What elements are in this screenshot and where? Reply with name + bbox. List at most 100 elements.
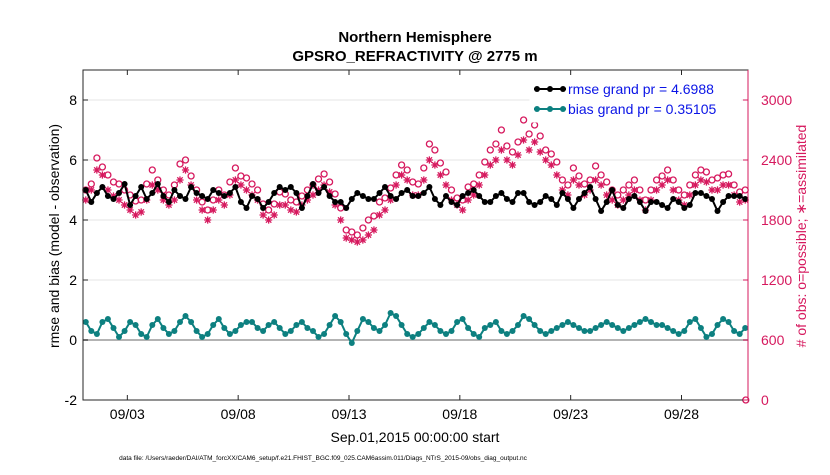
obs-possible-point [242,174,251,182]
obs-assimilated-point [514,151,522,159]
obs-possible-point [486,146,494,154]
obs-assimilated-point [154,186,162,194]
rmse-point [138,184,145,190]
obs-possible-point [492,140,500,148]
bias-point [465,325,472,331]
obs-possible-point [652,176,661,184]
rmse-point [598,208,605,214]
bias-point [393,313,400,319]
rmse-point [631,193,638,199]
obs-possible-point [204,206,212,214]
obs-assimilated-point [159,196,167,204]
bias-point [260,328,267,334]
rmse-point [581,190,588,196]
rmse-point [254,196,261,202]
rmse-point [387,193,394,199]
obs-possible-point [115,180,123,188]
x-axis-label: Sep.01,2015 00:00:00 start [331,429,500,445]
bias-point [132,322,139,328]
y-axis-label: rmse and bias (model - observation) [46,124,62,348]
rmse-point [459,193,466,199]
rmse-point [537,199,544,205]
bias-point [448,328,455,334]
obs-possible-point [591,162,600,170]
rmse-point [576,196,582,202]
bias-point [503,331,510,337]
obs-possible-point [447,186,456,194]
rmse-point [287,184,294,190]
obs-assimilated-point [314,186,323,194]
bias-point [548,328,555,334]
rmse-point [359,193,366,199]
obs-possible-point [580,180,589,188]
rmse-point [221,193,228,199]
legend-bias-marker-2 [547,106,553,112]
y-tick-label: 0 [69,332,77,348]
obs-assimilated-point [592,176,600,184]
rmse-point [470,187,477,193]
obs-possible-point [176,160,184,168]
obs-assimilated-point [486,161,494,169]
obs-assimilated-point [148,181,156,189]
rmse-point [370,196,377,202]
rmse-point [326,193,333,199]
x-tick-label: 09/13 [331,406,366,422]
rmse-point [365,196,372,202]
legend-rmse-marker-1 [534,86,540,92]
obs-possible-point [414,180,422,188]
data-file-footnote: data file: /Users/raeder/DAI/ATM_forcXX/… [119,455,528,462]
bias-point [215,316,222,322]
obs-assimilated-point [420,176,428,184]
bias-point [592,325,599,331]
bias-point [310,328,316,334]
rmse-point [609,187,616,193]
bias-point [332,313,339,319]
bias-point [370,325,377,331]
bias-series [82,310,749,346]
bias-point [581,328,588,334]
obs-possible-point [586,176,594,184]
rmse-point [243,205,250,211]
y2-tick-label: 2400 [761,152,792,168]
obs-assimilated-point [104,186,112,194]
bias-point [116,334,122,340]
obs-assimilated-point [259,211,267,219]
rmse-point [343,205,350,211]
rmse-point [226,190,233,196]
rmse-point [648,199,654,205]
obs-assimilated-point [608,196,616,204]
bias-point [199,334,206,340]
obs-possible-point [647,186,655,194]
bias-point [736,331,743,337]
rmse-point [304,193,311,199]
obs-possible-point [542,146,550,154]
obs-assimilated-point [375,211,384,219]
rmse-point [121,181,128,187]
obs-possible-point [553,158,561,166]
rmse-point [354,190,361,196]
obs-assimilated-point [536,148,544,156]
rmse-point [492,193,499,199]
obs-possible-point [187,172,195,180]
rmse-point [415,193,422,199]
obs-possible-point [364,216,373,224]
obs-assimilated-point [425,156,433,164]
obs-possible-point [597,171,605,179]
bias-point [697,325,704,331]
legend-box [529,76,742,123]
rmse-point [315,190,322,196]
obs-assimilated-point [713,186,722,194]
obs-assimilated-point [652,186,661,194]
legend-rmse-label: rmse grand pr = 4.6988 [568,81,714,97]
rmse-point [93,190,100,196]
obs-assimilated-point [281,201,289,209]
obs-possible-point [470,180,478,188]
y-tick-label: 2 [69,272,77,288]
obs-assimilated-point [353,238,361,246]
obs-assimilated-point [215,196,223,204]
bias-point [354,328,361,334]
chart-title: Northern Hemisphere [338,29,491,46]
obs-assimilated-point [265,216,273,224]
obs-assimilated-point [519,136,528,144]
obs-assimilated-point [276,201,284,209]
